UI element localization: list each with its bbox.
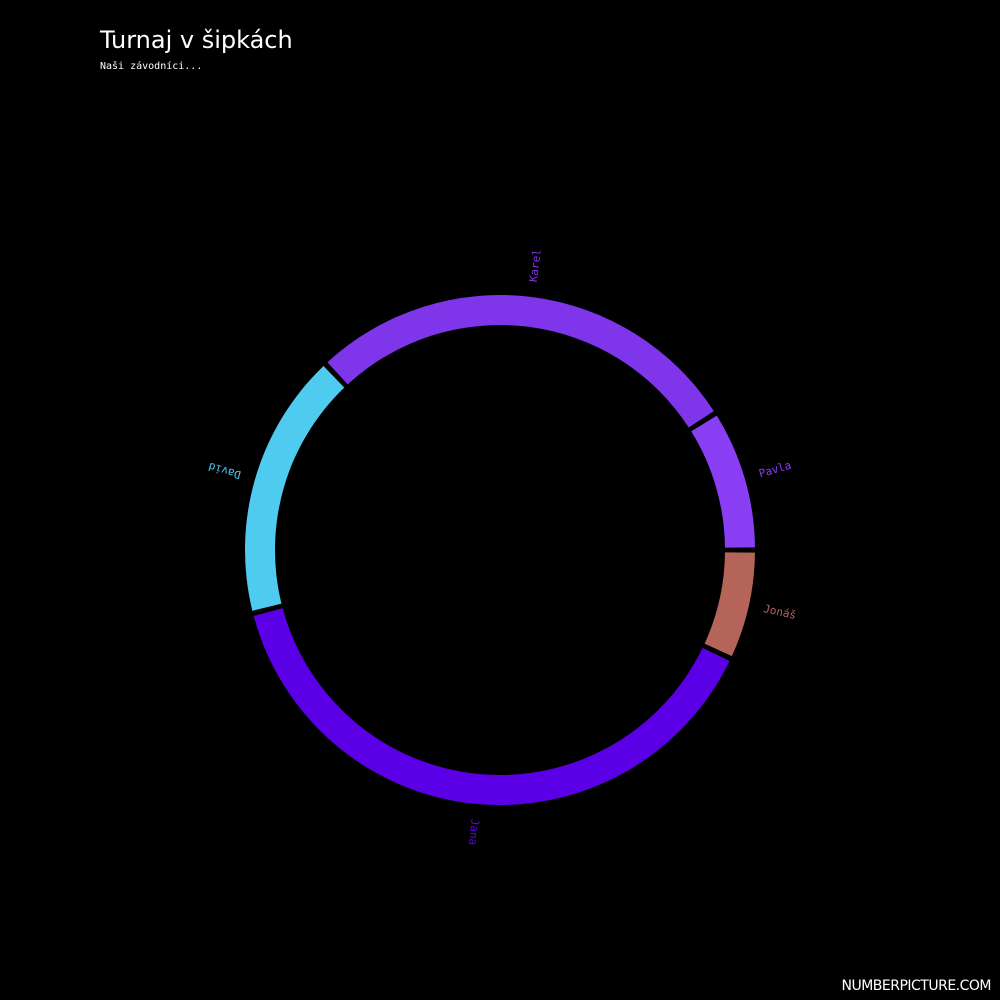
donut-segment-david — [244, 365, 345, 611]
segment-label-jonáš: Jonáš — [762, 602, 797, 622]
segment-label-pavla: Pavla — [757, 459, 792, 481]
donut-segment-pavla — [691, 415, 755, 548]
donut-segment-karel — [327, 295, 714, 428]
donut-segments — [244, 295, 755, 806]
segment-label-david: David — [207, 460, 242, 482]
watermark: NUMBERPICTURE.COM — [841, 978, 991, 994]
chart-title: Turnaj v šipkách — [100, 26, 293, 54]
donut-segment-jana — [253, 608, 730, 806]
chart-subtitle: Naši závodníci... — [100, 61, 203, 72]
segment-labels: Jonáš Jana David Karel Pavla — [207, 248, 797, 845]
donut-segment-jonáš — [704, 552, 755, 657]
segment-label-jana: Jana — [466, 818, 481, 846]
segment-label-karel: Karel — [527, 248, 544, 282]
